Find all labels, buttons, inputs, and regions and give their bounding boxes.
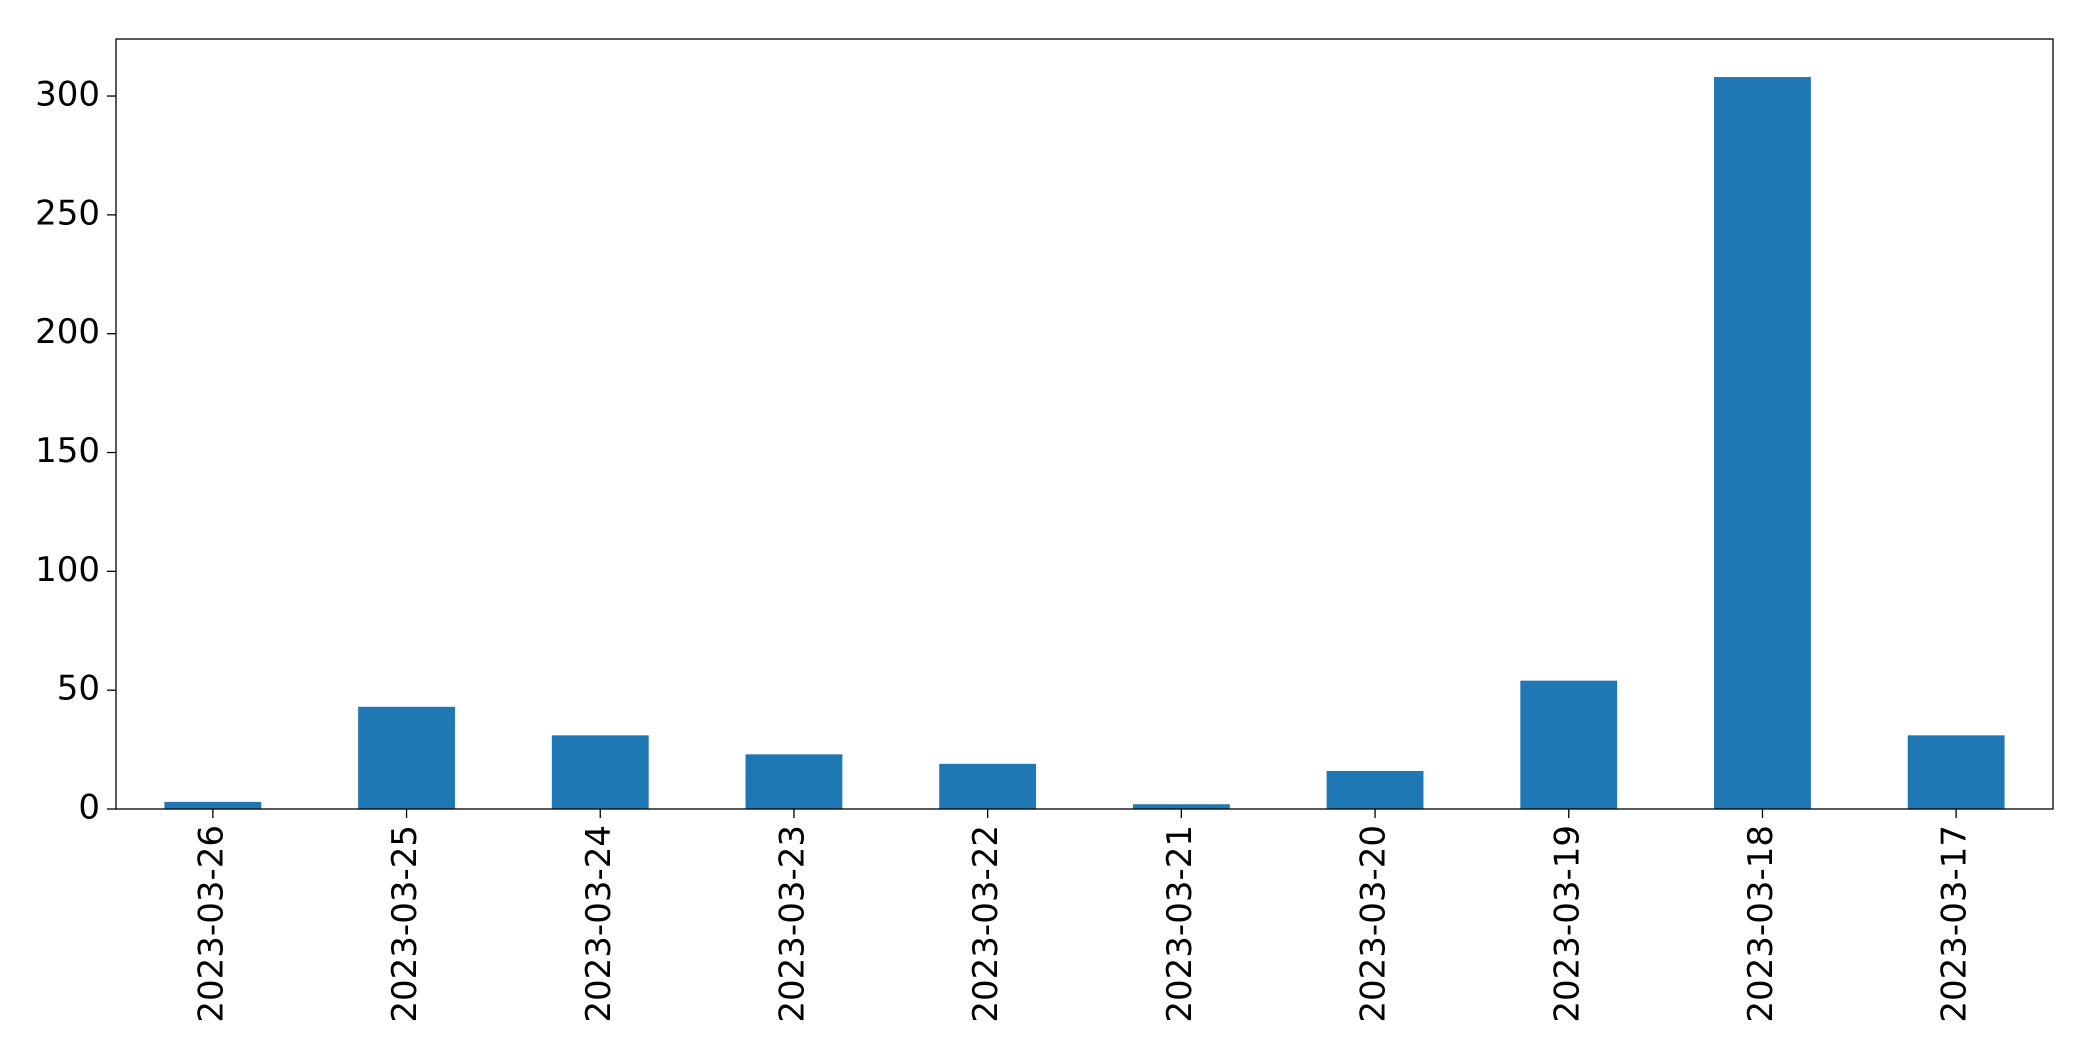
y-tick-label: 250 xyxy=(35,193,100,233)
x-tick-label: 2023-03-26 xyxy=(191,825,231,1023)
bar xyxy=(939,763,1037,809)
y-tick-label: 200 xyxy=(35,312,100,352)
bar xyxy=(1132,804,1230,809)
bar xyxy=(745,754,843,809)
plot-frame xyxy=(115,38,2054,810)
x-tick-label: 2023-03-17 xyxy=(1935,825,1975,1023)
bar xyxy=(1520,680,1618,809)
x-tick-label: 2023-03-19 xyxy=(1547,825,1587,1023)
x-tick-label: 2023-03-23 xyxy=(772,825,812,1023)
x-tick-label: 2023-03-24 xyxy=(579,825,619,1023)
y-tick-label: 100 xyxy=(35,550,100,590)
y-tick-label: 0 xyxy=(78,788,100,828)
y-tick-label: 150 xyxy=(35,431,100,471)
bar xyxy=(1714,77,1811,810)
bar xyxy=(551,735,649,809)
bar xyxy=(164,801,262,809)
x-tick-label: 2023-03-18 xyxy=(1741,825,1781,1023)
x-tick-label: 2023-03-25 xyxy=(385,825,425,1023)
bar xyxy=(358,706,455,809)
x-tick-label: 2023-03-20 xyxy=(1354,825,1394,1023)
bar xyxy=(1326,770,1424,809)
bar xyxy=(1907,735,2005,809)
x-tick-label: 2023-03-21 xyxy=(1160,825,1200,1023)
y-tick-label: 300 xyxy=(35,75,100,115)
x-tick-label: 2023-03-22 xyxy=(966,825,1006,1023)
y-tick-label: 50 xyxy=(57,669,100,709)
